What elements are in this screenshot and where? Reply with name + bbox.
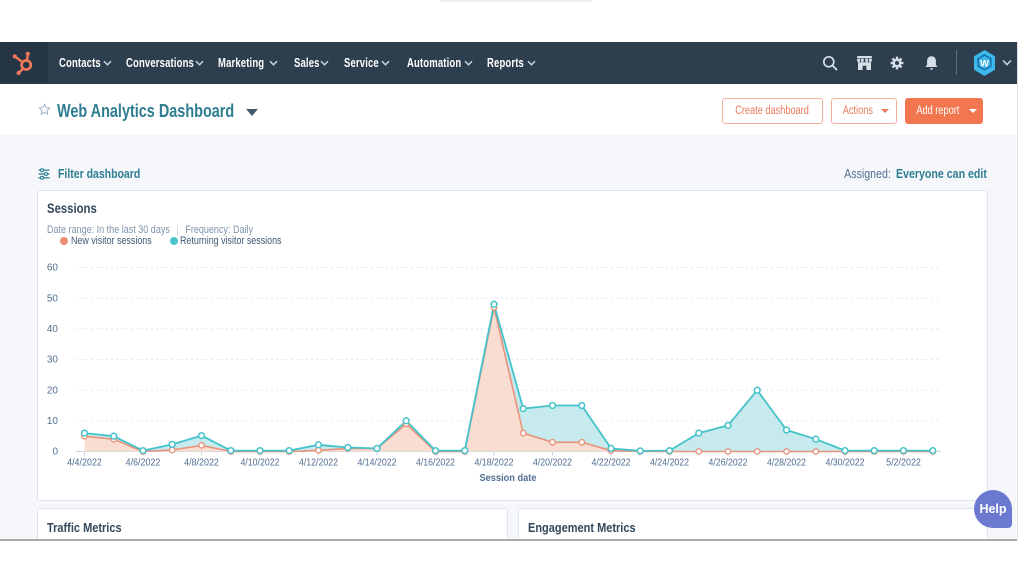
svg-text:4/16/2022: 4/16/2022 <box>416 458 455 469</box>
svg-text:40: 40 <box>47 324 59 335</box>
svg-text:Session date: Session date <box>480 472 537 484</box>
svg-text:60: 60 <box>47 263 59 274</box>
svg-text:4/18/2022: 4/18/2022 <box>474 458 513 469</box>
svg-text:10: 10 <box>47 416 59 427</box>
svg-text:4/26/2022: 4/26/2022 <box>708 458 747 469</box>
svg-text:4/20/2022: 4/20/2022 <box>533 458 572 469</box>
svg-text:50: 50 <box>47 293 59 304</box>
svg-text:5/2/2022: 5/2/2022 <box>886 458 921 469</box>
svg-text:20: 20 <box>47 385 59 396</box>
svg-text:W: W <box>980 58 989 69</box>
svg-text:4/30/2022: 4/30/2022 <box>825 458 864 469</box>
svg-text:4/28/2022: 4/28/2022 <box>767 458 806 469</box>
svg-text:0: 0 <box>52 447 58 458</box>
svg-text:4/24/2022: 4/24/2022 <box>650 458 689 469</box>
svg-text:30: 30 <box>47 355 59 366</box>
svg-text:4/4/2022: 4/4/2022 <box>67 458 102 469</box>
svg-text:4/6/2022: 4/6/2022 <box>126 458 161 469</box>
svg-text:4/8/2022: 4/8/2022 <box>184 458 219 469</box>
svg-text:4/12/2022: 4/12/2022 <box>299 458 338 469</box>
svg-text:4/22/2022: 4/22/2022 <box>591 458 630 469</box>
svg-text:4/14/2022: 4/14/2022 <box>357 458 396 469</box>
svg-text:4/10/2022: 4/10/2022 <box>240 458 279 469</box>
